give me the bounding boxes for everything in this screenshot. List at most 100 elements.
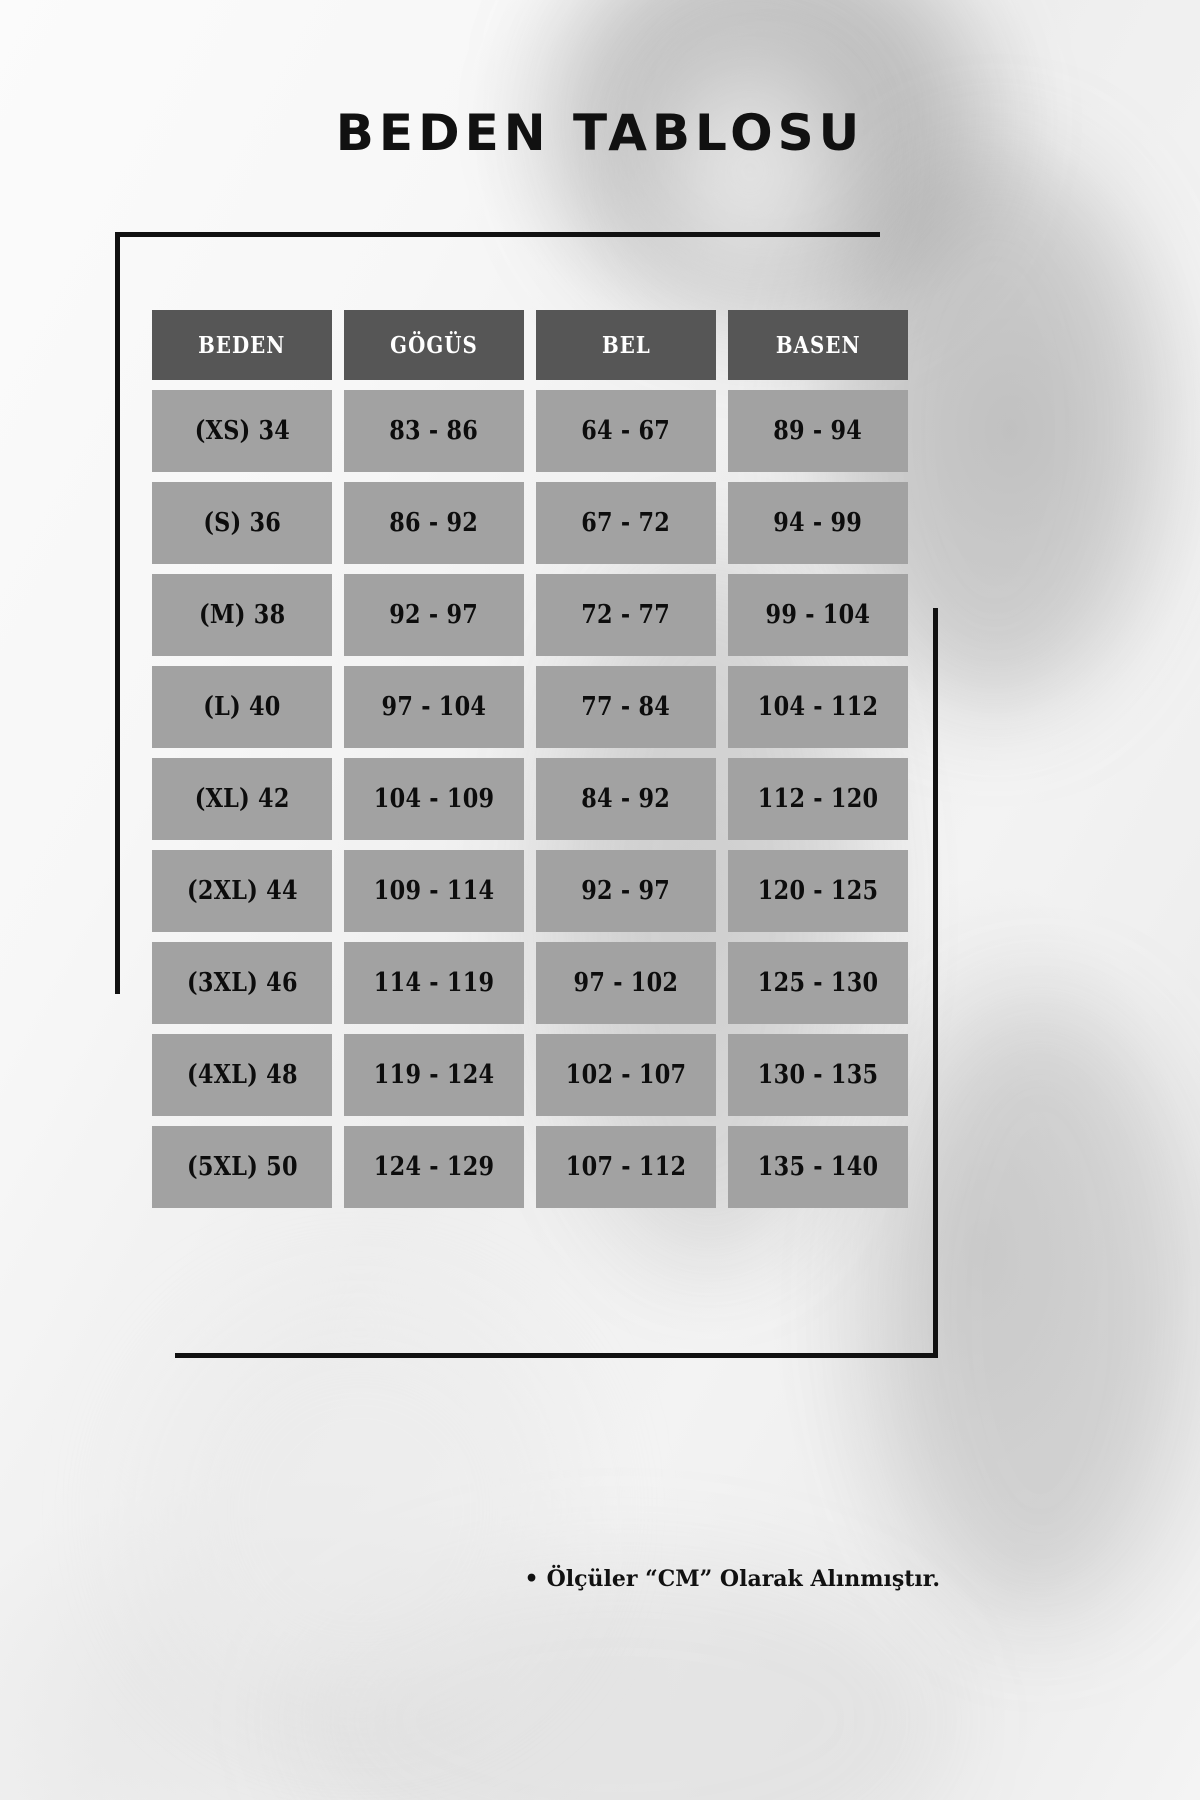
column-header-label: GÖGÜS bbox=[390, 331, 478, 359]
cell-hip: 94 - 99 bbox=[728, 482, 908, 564]
cell-waist: 72 - 77 bbox=[536, 574, 716, 656]
page-title: BEDEN TABLOSU bbox=[335, 104, 865, 162]
cell-size: (S) 36 bbox=[152, 482, 332, 564]
cell-value: 97 - 102 bbox=[573, 968, 679, 998]
cell-value: 102 - 107 bbox=[565, 1060, 687, 1090]
cell-value: 104 - 109 bbox=[373, 784, 495, 814]
cell-chest: 92 - 97 bbox=[344, 574, 524, 656]
cell-size: (3XL) 46 bbox=[152, 942, 332, 1024]
cell-chest: 104 - 109 bbox=[344, 758, 524, 840]
background-highlight-shape bbox=[150, 1300, 570, 1720]
cell-value: (L) 40 bbox=[203, 692, 281, 722]
cell-value: 109 - 114 bbox=[373, 876, 495, 906]
bullet-icon: • bbox=[524, 1566, 539, 1592]
table-body: (XS) 34 83 - 86 64 - 67 89 - 94 (S) 36 8… bbox=[152, 390, 908, 1208]
cell-waist: 84 - 92 bbox=[536, 758, 716, 840]
cell-value: 89 - 94 bbox=[773, 416, 863, 446]
cell-chest: 119 - 124 bbox=[344, 1034, 524, 1116]
cell-value: (3XL) 46 bbox=[186, 968, 298, 998]
cell-value: 114 - 119 bbox=[373, 968, 495, 998]
table-header-row: BEDEN GÖGÜS BEL BASEN bbox=[152, 310, 908, 380]
cell-value: (XL) 42 bbox=[194, 784, 290, 814]
cell-value: 92 - 97 bbox=[581, 876, 671, 906]
cell-chest: 83 - 86 bbox=[344, 390, 524, 472]
table-header: BEDEN GÖGÜS BEL BASEN bbox=[152, 310, 908, 380]
cell-value: 130 - 135 bbox=[757, 1060, 879, 1090]
table-row: (M) 38 92 - 97 72 - 77 99 - 104 bbox=[152, 574, 908, 656]
cell-value: 99 - 104 bbox=[765, 600, 871, 630]
column-header-beden: BEDEN bbox=[152, 310, 332, 380]
cell-hip: 125 - 130 bbox=[728, 942, 908, 1024]
cell-value: 84 - 92 bbox=[581, 784, 671, 814]
cell-value: (S) 36 bbox=[203, 508, 281, 538]
cell-value: 92 - 97 bbox=[389, 600, 479, 630]
cell-hip: 135 - 140 bbox=[728, 1126, 908, 1208]
cell-value: 107 - 112 bbox=[565, 1152, 687, 1182]
cell-hip: 104 - 112 bbox=[728, 666, 908, 748]
cell-value: 135 - 140 bbox=[757, 1152, 879, 1182]
cell-hip: 130 - 135 bbox=[728, 1034, 908, 1116]
cell-waist: 97 - 102 bbox=[536, 942, 716, 1024]
cell-hip: 112 - 120 bbox=[728, 758, 908, 840]
cell-value: 67 - 72 bbox=[581, 508, 671, 538]
cell-size: (L) 40 bbox=[152, 666, 332, 748]
cell-value: 125 - 130 bbox=[757, 968, 879, 998]
cell-size: (4XL) 48 bbox=[152, 1034, 332, 1116]
table-row: (4XL) 48 119 - 124 102 - 107 130 - 135 bbox=[152, 1034, 908, 1116]
cell-value: 104 - 112 bbox=[757, 692, 879, 722]
size-chart-table: BEDEN GÖGÜS BEL BASEN (XS) 34 83 - 86 64… bbox=[140, 300, 920, 1218]
cell-value: 77 - 84 bbox=[581, 692, 671, 722]
cell-value: (XS) 34 bbox=[194, 416, 290, 446]
cell-value: 120 - 125 bbox=[757, 876, 879, 906]
cell-waist: 92 - 97 bbox=[536, 850, 716, 932]
cell-waist: 64 - 67 bbox=[536, 390, 716, 472]
cell-value: (5XL) 50 bbox=[186, 1152, 298, 1182]
cell-waist: 107 - 112 bbox=[536, 1126, 716, 1208]
cell-value: 86 - 92 bbox=[389, 508, 479, 538]
table-row: (L) 40 97 - 104 77 - 84 104 - 112 bbox=[152, 666, 908, 748]
cell-chest: 86 - 92 bbox=[344, 482, 524, 564]
cell-value: 97 - 104 bbox=[381, 692, 487, 722]
bottom-right-bracket-horizontal-rule bbox=[175, 1353, 938, 1358]
footnote-text: Ölçüler “CM” Olarak Alınmıştır. bbox=[546, 1566, 940, 1592]
column-header-label: BASEN bbox=[775, 331, 861, 359]
cell-value: 94 - 99 bbox=[773, 508, 863, 538]
cell-size: (XS) 34 bbox=[152, 390, 332, 472]
cell-hip: 99 - 104 bbox=[728, 574, 908, 656]
cell-chest: 97 - 104 bbox=[344, 666, 524, 748]
cell-value: (2XL) 44 bbox=[186, 876, 298, 906]
table-row: (S) 36 86 - 92 67 - 72 94 - 99 bbox=[152, 482, 908, 564]
column-header-gogus: GÖGÜS bbox=[344, 310, 524, 380]
top-left-bracket-horizontal-rule bbox=[115, 232, 880, 237]
cell-size: (XL) 42 bbox=[152, 758, 332, 840]
top-left-bracket-vertical-rule bbox=[115, 232, 120, 994]
cell-size: (M) 38 bbox=[152, 574, 332, 656]
cell-waist: 67 - 72 bbox=[536, 482, 716, 564]
column-header-basen: BASEN bbox=[728, 310, 908, 380]
cell-chest: 124 - 129 bbox=[344, 1126, 524, 1208]
cell-hip: 120 - 125 bbox=[728, 850, 908, 932]
cell-chest: 109 - 114 bbox=[344, 850, 524, 932]
table-row: (XS) 34 83 - 86 64 - 67 89 - 94 bbox=[152, 390, 908, 472]
cell-value: (4XL) 48 bbox=[186, 1060, 298, 1090]
cell-size: (2XL) 44 bbox=[152, 850, 332, 932]
cell-waist: 77 - 84 bbox=[536, 666, 716, 748]
background-highlight-shape bbox=[660, 60, 840, 280]
bottom-right-bracket-vertical-rule bbox=[933, 608, 938, 1358]
cell-waist: 102 - 107 bbox=[536, 1034, 716, 1116]
cell-value: 124 - 129 bbox=[373, 1152, 495, 1182]
cell-hip: 89 - 94 bbox=[728, 390, 908, 472]
table-row: (XL) 42 104 - 109 84 - 92 112 - 120 bbox=[152, 758, 908, 840]
table-row: (3XL) 46 114 - 119 97 - 102 125 - 130 bbox=[152, 942, 908, 1024]
column-header-label: BEDEN bbox=[198, 331, 286, 359]
cell-value: 64 - 67 bbox=[581, 416, 671, 446]
footnote: • Ölçüler “CM” Olarak Alınmıştır. bbox=[430, 1566, 940, 1592]
cell-value: 72 - 77 bbox=[581, 600, 671, 630]
cell-size: (5XL) 50 bbox=[152, 1126, 332, 1208]
column-header-bel: BEL bbox=[536, 310, 716, 380]
cell-value: (M) 38 bbox=[198, 600, 286, 630]
cell-value: 112 - 120 bbox=[757, 784, 879, 814]
column-header-label: BEL bbox=[601, 331, 651, 359]
table-row: (2XL) 44 109 - 114 92 - 97 120 - 125 bbox=[152, 850, 908, 932]
